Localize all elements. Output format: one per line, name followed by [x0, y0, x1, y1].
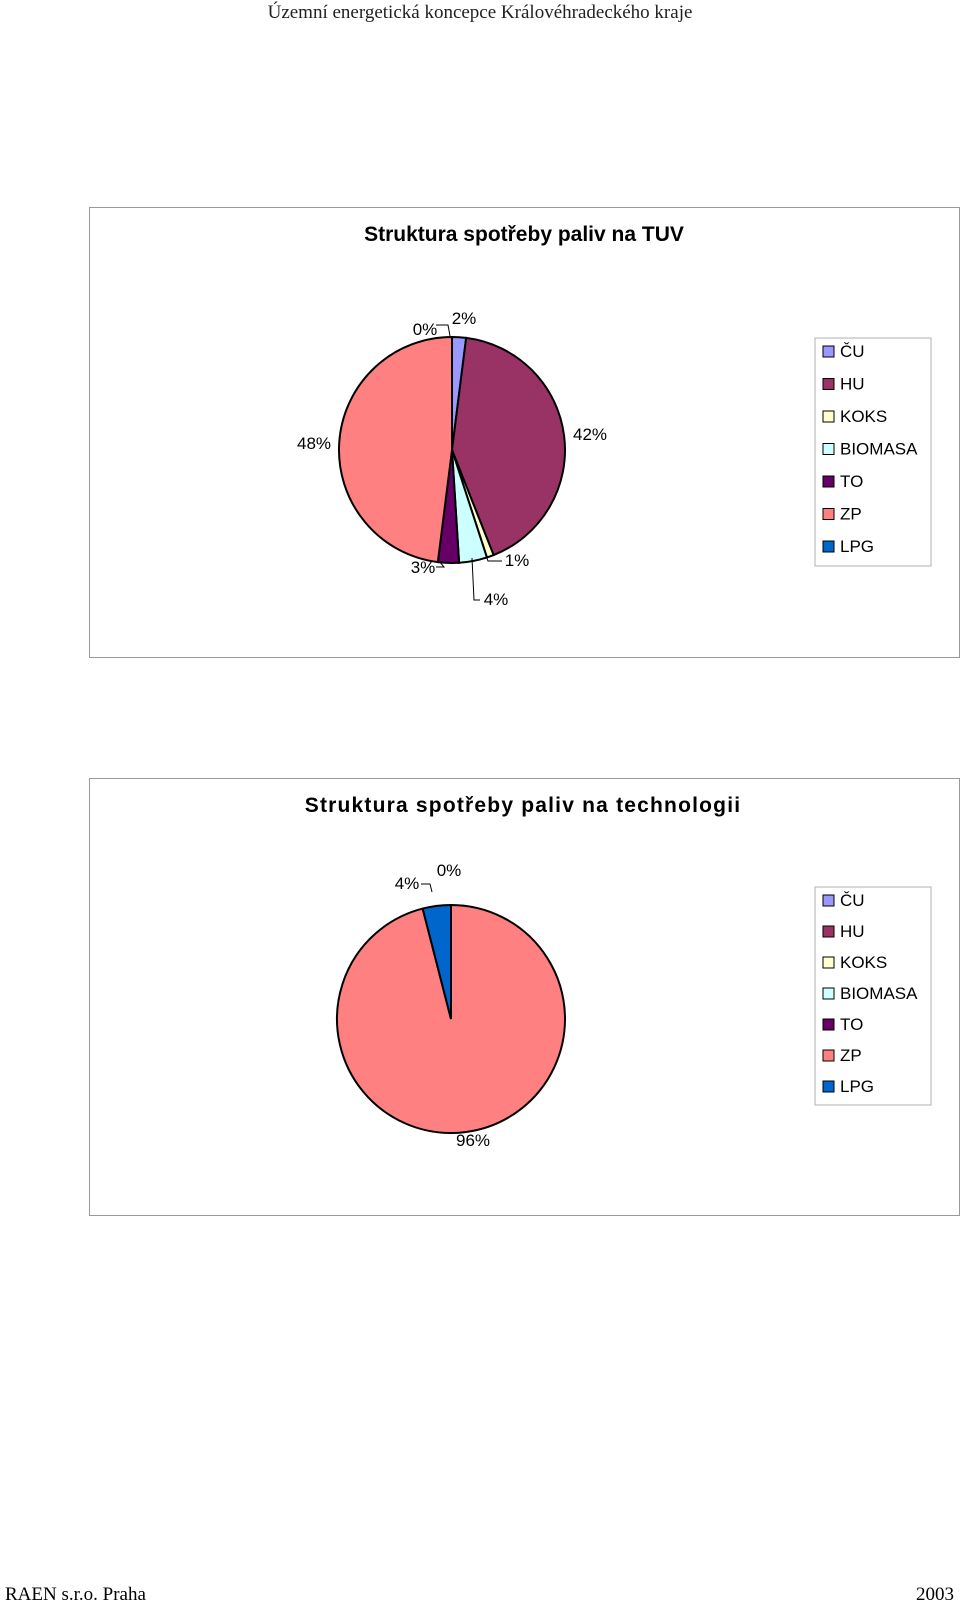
chart-technologie-frame: Struktura spotřeby paliv na technologii …	[89, 778, 960, 1216]
legend-swatch-cu	[822, 894, 835, 907]
leader-line-lpg	[436, 324, 451, 337]
legend-label-hu: HU	[840, 922, 865, 941]
footer-year: 2003	[916, 1584, 954, 1605]
legend-label-lpg: LPG	[840, 537, 874, 556]
legend-label-to: TO	[840, 472, 863, 491]
data-label-lpg: 4%	[395, 874, 420, 893]
chart-tuv-frame: Struktura spotřeby paliv na TUV 2% 42% 1% 4…	[89, 207, 960, 658]
data-label-koks: 1%	[505, 551, 530, 570]
pie-slice-hu	[450, 336, 566, 557]
data-label-zp: 48%	[297, 434, 331, 453]
data-label-cu: 2%	[452, 309, 477, 328]
legend-label-hu: HU	[840, 375, 865, 394]
legend-swatch-koks	[822, 410, 835, 423]
legend-label-biomasa: BIOMASA	[840, 440, 918, 459]
pie-slice-lpg	[421, 903, 452, 1020]
legend-label-koks: KOKS	[840, 953, 887, 972]
legend-swatch-cu	[822, 345, 835, 358]
data-label-extra: 0%	[437, 861, 462, 880]
leader-line-koks	[484, 552, 502, 562]
legend-swatch-koks	[822, 956, 835, 969]
legend-swatch-hu	[822, 378, 835, 390]
chart-tuv: Struktura spotřeby paliv na TUV 2% 42% 1% 4…	[297, 223, 932, 609]
legend-swatch-to	[822, 1018, 835, 1031]
data-label-lpg: 0%	[413, 320, 438, 339]
leader-line-biomasa	[471, 557, 480, 601]
legend-swatch-biomasa	[822, 987, 835, 1000]
chart-technologie: Struktura spotřeby paliv na technologii …	[305, 794, 932, 1150]
legend-label-cu: ČU	[840, 342, 865, 361]
legend-label-to: TO	[840, 1015, 863, 1034]
chart-title: Struktura spotřeby paliv na technologii	[305, 794, 742, 817]
legend-swatch-zp	[822, 1049, 835, 1062]
legend-swatch-biomasa	[822, 443, 835, 455]
legend-label-koks: KOKS	[840, 407, 887, 426]
chart-title: Struktura spotřeby paliv na TUV	[364, 223, 684, 246]
legend-label-biomasa: BIOMASA	[840, 984, 918, 1003]
legend-swatch-hu	[822, 925, 835, 938]
legend-label-zp: ZP	[840, 1046, 862, 1065]
data-label-hu: 42%	[573, 425, 607, 444]
legend-swatch-lpg	[822, 540, 835, 553]
legend-swatch-zp	[822, 508, 835, 520]
page-header: Územní energetická koncepce Královéhrade…	[267, 2, 693, 23]
legend-swatch-lpg	[822, 1080, 835, 1093]
leader-line-lpg	[421, 883, 433, 893]
footer-company: RAEN s.r.o. Praha	[5, 1584, 146, 1605]
pie-slice-zp	[338, 335, 453, 564]
data-label-to: 3%	[411, 558, 436, 577]
leader-line-to	[436, 560, 446, 568]
legend-label-zp: ZP	[840, 505, 862, 524]
legend-swatch-to	[822, 475, 835, 488]
legend-label-lpg: LPG	[840, 1077, 874, 1096]
data-label-zp: 96%	[456, 1131, 490, 1150]
legend-label-cu: ČU	[840, 891, 865, 910]
data-label-biomasa: 4%	[484, 590, 509, 609]
